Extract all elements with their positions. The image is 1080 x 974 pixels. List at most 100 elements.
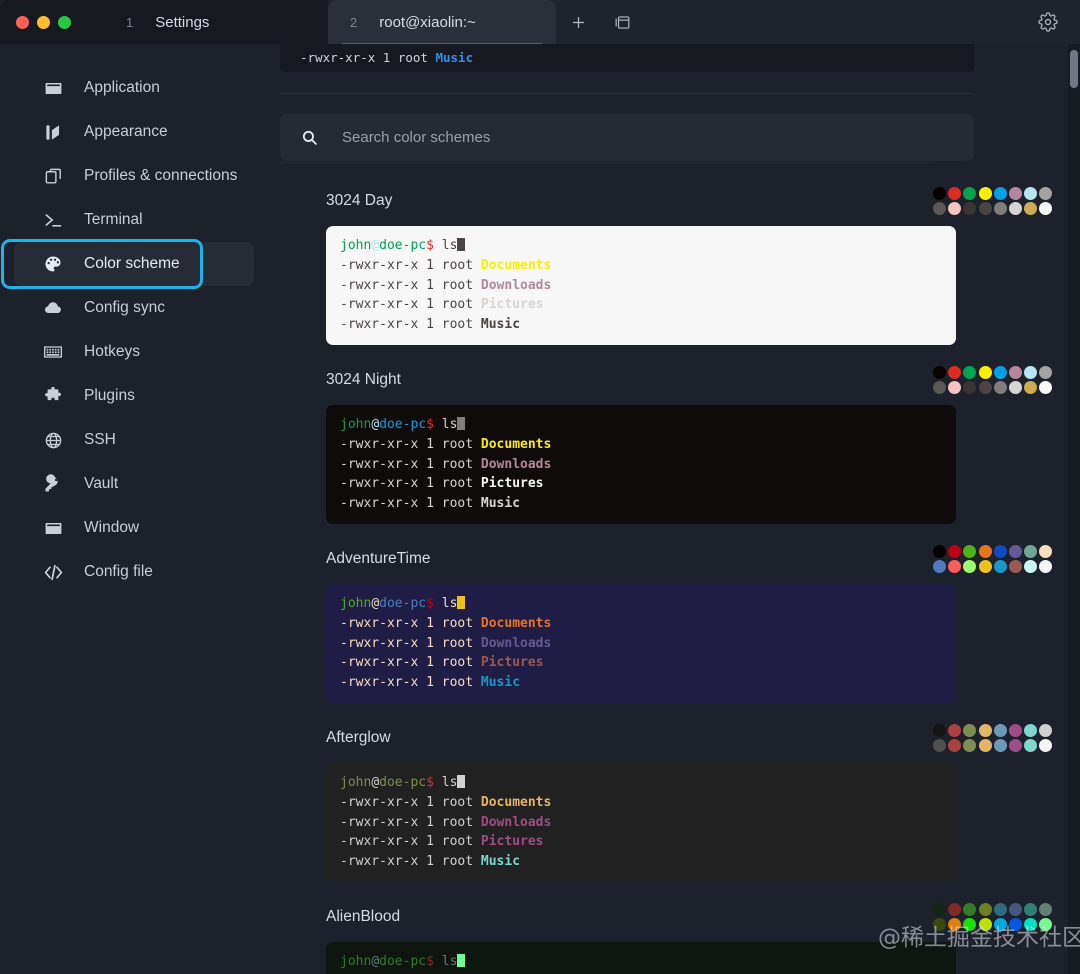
color-swatch: [963, 559, 977, 573]
preview-file-line: -rwxr-xr-x 1 root Pictures: [340, 655, 544, 671]
color-swatch: [1024, 365, 1038, 379]
tab-terminal[interactable]: 2 root@xiaolin:~: [328, 0, 556, 44]
color-scheme-name: AdventureTime: [326, 549, 431, 567]
preview-prompt-line: john@doe-pc$ ls: [340, 773, 956, 793]
color-swatch: [963, 186, 977, 200]
color-swatch: [1008, 186, 1022, 200]
sidebar-item-vault[interactable]: Vault: [14, 462, 254, 506]
color-swatch: [948, 902, 962, 916]
sidebar-item-config-sync[interactable]: Config sync: [14, 286, 254, 330]
preview-file-line: -rwxr-xr-x 1 root Downloads: [340, 277, 552, 293]
panel-divider: [280, 93, 974, 94]
color-swatch: [993, 544, 1007, 558]
color-swatch: [1039, 738, 1053, 752]
color-scheme-list: 3024 Day john@doe-pc$ ls -rwxr-xr-x 1 root…: [268, 176, 1080, 974]
split-pane-button[interactable]: [600, 0, 644, 44]
globe-icon: [42, 429, 64, 451]
maximize-window-button[interactable]: [58, 15, 71, 29]
sidebar-item-appearance[interactable]: Appearance: [14, 110, 254, 154]
window-controls: [0, 0, 104, 44]
color-swatch: [993, 559, 1007, 573]
preview-file-line: -rwxr-xr-x 1 root Documents: [340, 257, 552, 273]
color-swatch: [1008, 917, 1022, 931]
sidebar-item-hotkeys[interactable]: Hotkeys: [14, 330, 254, 374]
color-swatch: [993, 723, 1007, 737]
color-swatch: [933, 544, 946, 558]
preview-file-line: -rwxr-xr-x 1 root Music: [340, 675, 521, 691]
color-swatch: [978, 365, 992, 379]
color-scheme-preview[interactable]: john@doe-pc$ ls-rwxr-xr-x 1 root Documen…: [326, 404, 956, 524]
color-swatch: [1024, 559, 1038, 573]
sidebar-item-color-scheme[interactable]: Color scheme: [1, 239, 254, 289]
sidebar-item-label: SSH: [84, 431, 116, 448]
color-scheme-preview[interactable]: john@doe-pc$ ls-rwxr-xr-x 1 root Documen…: [326, 941, 956, 974]
sidebar-item-config-file[interactable]: Config file: [14, 550, 254, 594]
color-swatch: [948, 559, 962, 573]
minimize-window-button[interactable]: [37, 15, 50, 29]
color-swatch: [948, 738, 962, 752]
tab-settings[interactable]: 1 Settings: [104, 0, 328, 44]
color-swatch: [978, 202, 992, 215]
sidebar-item-window[interactable]: Window: [14, 506, 254, 550]
color-swatch: [963, 365, 977, 379]
color-scheme-name: 3024 Day: [326, 192, 393, 209]
color-swatch-row: [932, 544, 1054, 574]
color-swatch: [978, 917, 992, 931]
preview-file-line: -rwxr-xr-x 1 root Music: [340, 317, 521, 333]
color-swatch: [993, 738, 1007, 752]
color-swatch: [963, 544, 977, 558]
code-icon: [42, 561, 64, 583]
color-swatch: [963, 902, 977, 916]
titlebar-drag-area: [644, 0, 1026, 44]
new-tab-button[interactable]: [556, 0, 600, 44]
sidebar-item-label: Profiles & connections: [84, 167, 238, 184]
color-scheme-item[interactable]: AdventureTime john@doe-pc$ ls -rwxr-xr-x 1…: [268, 534, 1080, 703]
color-swatch: [993, 380, 1007, 394]
sidebar-item-application[interactable]: Application: [14, 66, 254, 110]
color-scheme-preview[interactable]: john@doe-pc$ ls-rwxr-xr-x 1 root Documen…: [326, 226, 956, 345]
color-swatch-row: [932, 186, 1054, 216]
sidebar-item-terminal[interactable]: Terminal: [14, 198, 254, 242]
color-swatch: [963, 917, 977, 931]
color-swatch: [1008, 544, 1022, 558]
color-swatch: [1024, 738, 1038, 752]
sidebar-item-ssh[interactable]: SSH: [14, 418, 254, 462]
color-scheme-header: AdventureTime: [326, 534, 1056, 584]
color-swatch: [1008, 365, 1022, 379]
plus-icon: [572, 16, 584, 28]
preview-prompt-line: john@doe-pc$ ls: [340, 236, 956, 256]
scrollbar-thumb[interactable]: [1070, 50, 1078, 88]
sidebar-item-plugins[interactable]: Plugins: [14, 374, 254, 418]
search-bar[interactable]: [280, 114, 974, 161]
sidebar-item-profiles-connections[interactable]: Profiles & connections: [14, 154, 254, 198]
close-window-button[interactable]: [16, 15, 29, 29]
color-scheme-item[interactable]: 3024 Night john@doe-pc$ ls -rwxr-xr-x 1 ro…: [268, 355, 1080, 524]
preview-file-line: -rwxr-xr-x 1 root Pictures: [340, 297, 544, 313]
color-scheme-preview[interactable]: john@doe-pc$ ls-rwxr-xr-x 1 root Documen…: [326, 762, 956, 882]
vertical-scrollbar[interactable]: [1068, 44, 1080, 974]
color-swatch: [1039, 186, 1053, 200]
color-swatch-row: [932, 902, 1054, 932]
settings-button[interactable]: [1026, 0, 1070, 44]
gear-icon: [1038, 12, 1058, 32]
color-scheme-item[interactable]: Afterglow john@doe-pc$ ls -rwxr-xr-x 1 roo…: [268, 713, 1080, 882]
color-scheme-item[interactable]: AlienBlood john@doe-pc$ ls-rwxr-xr-x 1 ro…: [268, 892, 1080, 974]
color-scheme-header: Afterglow: [326, 713, 1056, 763]
color-swatch: [993, 186, 1007, 200]
color-scheme-item[interactable]: 3024 Day john@doe-pc$ ls -rwxr-xr-x 1 root…: [268, 176, 1080, 345]
search-input[interactable]: [342, 115, 974, 160]
color-swatch: [933, 559, 946, 573]
color-swatch: [1024, 544, 1038, 558]
color-swatch: [948, 365, 962, 379]
color-swatch: [978, 902, 992, 916]
split-pane-icon: [615, 15, 629, 29]
preview-file-line: -rwxr-xr-x 1 root Music: [340, 496, 521, 512]
preview-file-line: -rwxr-xr-x 1 root Documents: [340, 615, 552, 631]
color-scheme-name: AlienBlood: [326, 907, 401, 925]
color-scheme-preview[interactable]: john@doe-pc$ ls-rwxr-xr-x 1 root Documen…: [326, 583, 956, 703]
preview-prompt-line: john@doe-pc$ ls: [340, 952, 956, 972]
sidebar-item-label: Config file: [84, 563, 153, 580]
color-swatch: [1039, 380, 1053, 394]
color-swatch: [978, 380, 992, 394]
